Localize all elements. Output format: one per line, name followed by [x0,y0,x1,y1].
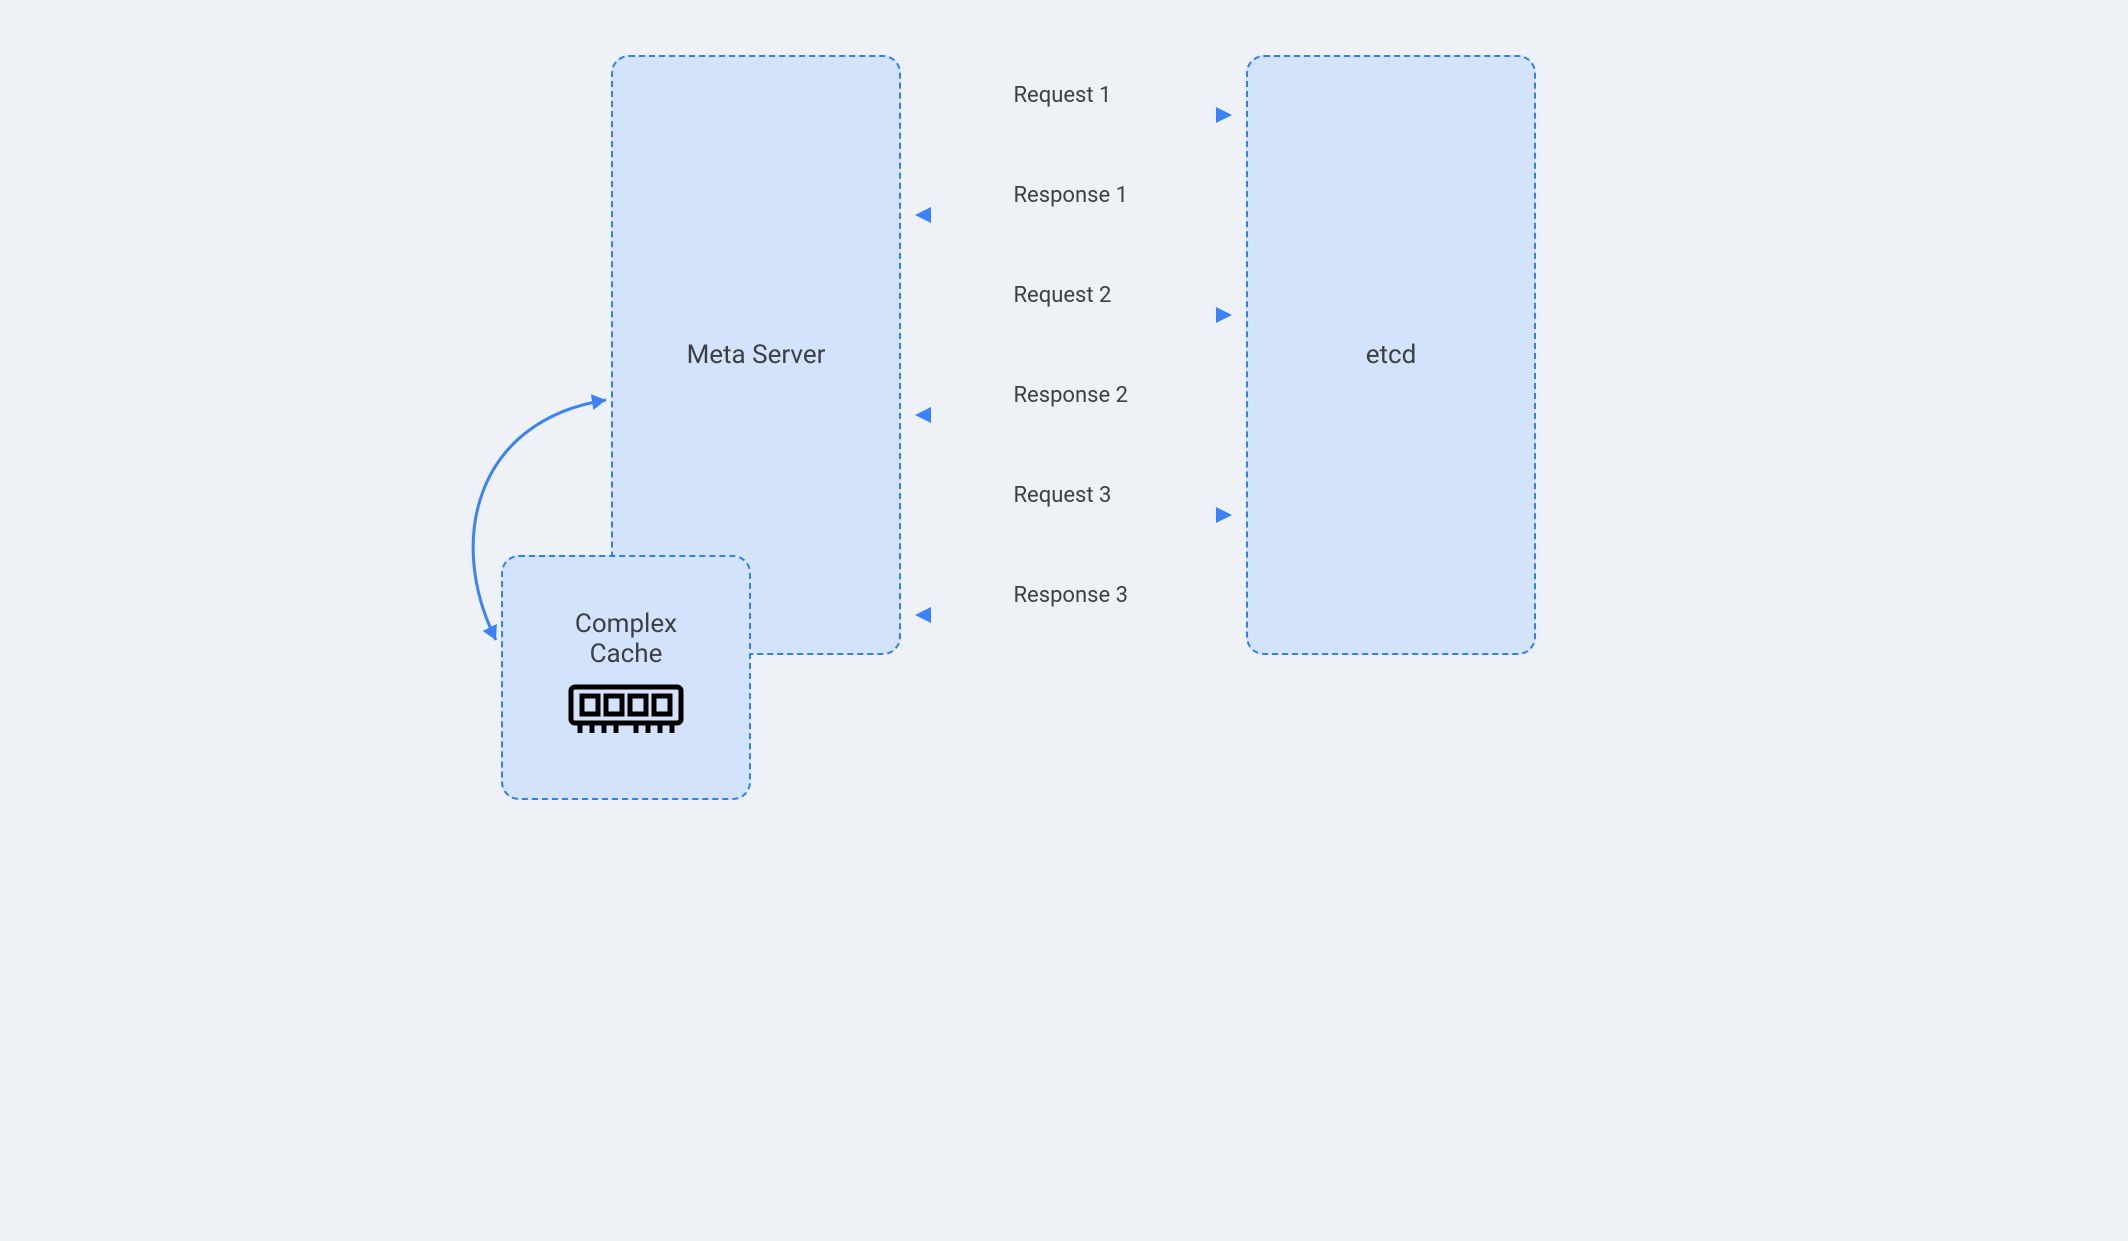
etcd-label: etcd [1366,340,1417,370]
curve-arrow-head [483,624,497,640]
diagram-canvas: Meta Server etcd Complex Cache [336,0,1792,850]
memory-icon [566,679,686,746]
arrow-label: Request 3 [1014,483,1112,508]
complex-cache-node: Complex Cache [501,555,751,800]
arrow-head [1216,107,1232,123]
complex-cache-label-line2: Cache [590,639,663,669]
arrow-head [1216,507,1232,523]
arrow-label: Response 3 [1014,583,1128,608]
arrow-label: Response 1 [1014,183,1128,208]
meta-server-label: Meta Server [687,340,826,370]
arrow-head [915,207,931,223]
arrow-head [915,407,931,423]
arrow-label: Request 1 [1014,83,1112,108]
arrow-head [915,607,931,623]
arrow-label: Response 2 [1014,383,1128,408]
etcd-node: etcd [1246,55,1536,655]
arrow-label: Request 2 [1014,283,1112,308]
arrow-head [1216,307,1232,323]
curve-arrow-head [591,394,606,410]
complex-cache-label-line1: Complex [575,609,677,639]
